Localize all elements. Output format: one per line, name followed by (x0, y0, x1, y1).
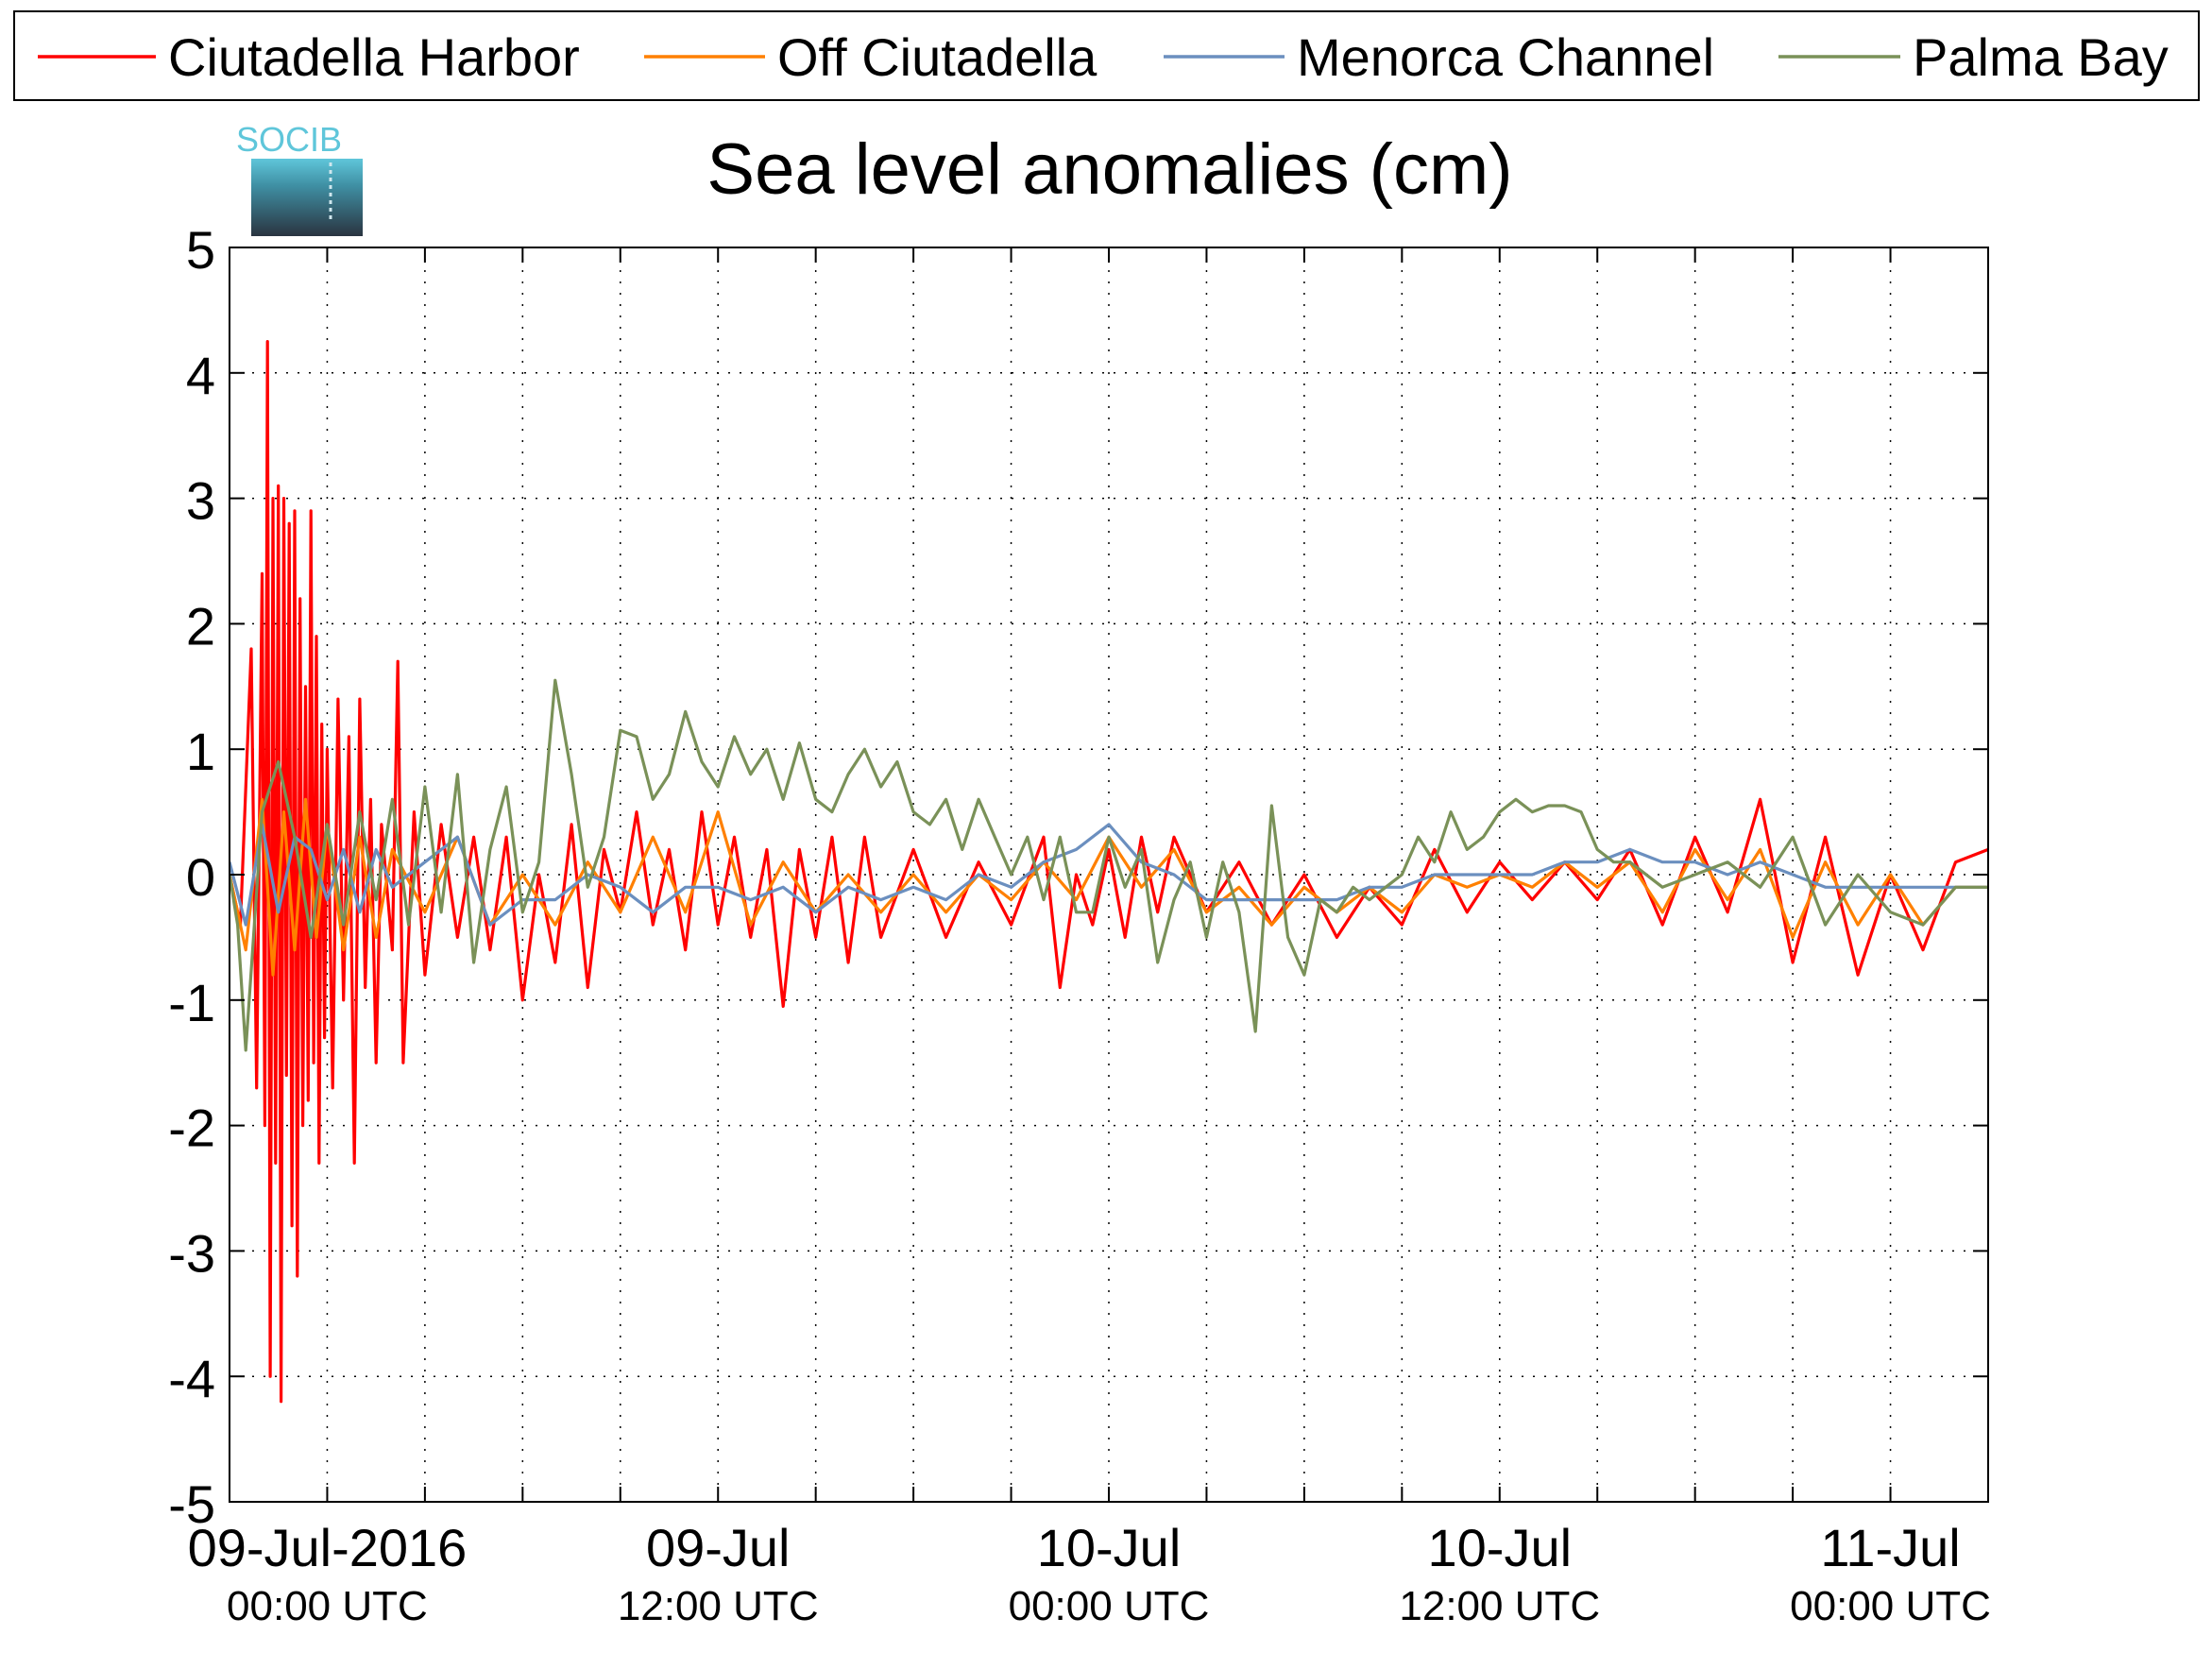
y-tick-label: 1 (186, 722, 215, 781)
legend-label: Off Ciutadella (777, 27, 1097, 87)
y-tick-label: -2 (168, 1098, 215, 1158)
legend-items: Ciutadella Harbor Off Ciutadella Menorca C… (38, 27, 2169, 87)
y-tick-label: -4 (168, 1349, 215, 1408)
x-tick-date-label: 10-Jul (1428, 1518, 1573, 1577)
legend-label: Ciutadella Harbor (168, 27, 580, 87)
y-tick-label: 3 (186, 471, 215, 531)
legend-label: Palma Bay (1913, 27, 2169, 87)
y-tick-label: 5 (186, 220, 215, 280)
legend: Ciutadella Harbor Off Ciutadella Menorca C… (13, 10, 2200, 101)
y-tick-label: 4 (186, 346, 215, 405)
y-tick-label: -5 (168, 1474, 215, 1534)
y-tick-label: -1 (168, 973, 215, 1032)
x-tick-time-label: 12:00 UTC (618, 1583, 819, 1629)
x-tick-time-label: 12:00 UTC (1399, 1583, 1600, 1629)
series-line-ciutadella-harbor (230, 340, 1988, 1404)
x-tick-date-label: 10-Jul (1037, 1518, 1182, 1577)
x-tick-time-label: 00:00 UTC (1009, 1583, 1210, 1629)
x-tick-time-label: 00:00 UTC (1790, 1583, 1991, 1629)
y-tick-label: 0 (186, 847, 215, 907)
logo-text: SOCIB (236, 120, 342, 159)
socib-logo: SOCIB (236, 120, 363, 236)
x-tick-date-label: 09-Jul-2016 (188, 1518, 468, 1577)
legend-label: Menorca Channel (1297, 27, 1714, 87)
x-tick-date-label: 11-Jul (1820, 1518, 1960, 1577)
chart-title: Sea level anomalies (cm) (706, 129, 1512, 210)
plot-area (229, 247, 1989, 1503)
x-tick-time-label: 00:00 UTC (227, 1583, 428, 1629)
x-axis-tick-labels: 09-Jul-2016 00:00 UTC 09-Jul 12:00 UTC 10-Ju… (188, 1518, 1991, 1629)
logo-water (251, 159, 363, 236)
series-line-palma-bay (230, 678, 1988, 1052)
x-tick-date-label: 09-Jul (646, 1518, 791, 1577)
series-layer (230, 340, 1988, 1404)
y-tick-label: 2 (186, 596, 215, 656)
series-line-menorca-channel (230, 823, 1988, 927)
plot-frame (229, 247, 1989, 1503)
y-tick-label: -3 (168, 1223, 215, 1283)
axis-ticks (230, 247, 1988, 1503)
y-axis-tick-labels: -5 -4 -3 -2 -1 0 1 2 3 4 5 (168, 220, 215, 1534)
series-line-off-ciutadella (230, 797, 1988, 977)
